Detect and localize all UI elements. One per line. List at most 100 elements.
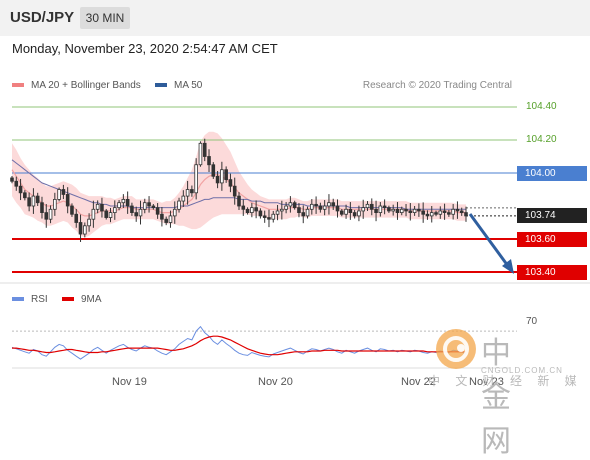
- rsi-ma-line: [12, 335, 466, 356]
- candle-body: [391, 208, 395, 212]
- candle-body: [31, 195, 36, 207]
- candle-body: [100, 203, 104, 212]
- candle-body: [434, 212, 438, 215]
- candle-body: [395, 208, 400, 214]
- rsi-line: [11, 325, 467, 360]
- candle-body: [211, 164, 216, 177]
- candle-body: [168, 215, 173, 223]
- candle-body: [314, 203, 318, 207]
- projection-arrowhead: [502, 259, 514, 274]
- candle-body: [121, 198, 126, 204]
- candle-body: [335, 205, 340, 212]
- candle-body: [339, 210, 344, 215]
- candle-body: [271, 213, 276, 220]
- candle-body: [164, 218, 168, 223]
- candle-body: [91, 208, 96, 220]
- candle-body: [378, 205, 383, 213]
- candle-body: [224, 169, 228, 180]
- candle-body: [83, 225, 87, 235]
- pair-title: USD/JPY: [10, 9, 75, 26]
- candle-body: [417, 208, 421, 212]
- candle-body: [258, 210, 263, 217]
- legend-label-rsi-ma: 9MA: [81, 294, 102, 305]
- candle-body: [44, 212, 49, 220]
- candle-body: [232, 185, 237, 197]
- candle-body: [215, 175, 220, 184]
- candle-body: [185, 189, 190, 197]
- candle-body: [459, 210, 464, 213]
- candle-body: [134, 212, 139, 217]
- candle-body: [245, 208, 250, 214]
- candle-body: [451, 208, 455, 215]
- candle-body: [412, 208, 417, 214]
- ma50-line: [11, 159, 466, 210]
- legend-swatch-ma50: [155, 83, 167, 88]
- candle-body: [61, 189, 66, 195]
- candle-body: [262, 215, 267, 218]
- candle-body: [442, 210, 447, 213]
- candle-body: [147, 202, 151, 207]
- candle-body: [267, 217, 271, 220]
- candle-body: [40, 202, 44, 213]
- candle-body: [387, 207, 391, 212]
- candle-body: [404, 208, 408, 212]
- candle-body: [369, 203, 374, 210]
- candle-body: [399, 208, 404, 214]
- timeframe-button[interactable]: 30 MIN: [80, 7, 130, 29]
- candle-body: [160, 213, 164, 220]
- candle-body: [202, 142, 207, 157]
- candle-body: [241, 205, 246, 210]
- candle-body: [464, 212, 468, 217]
- candle-body: [138, 208, 143, 217]
- legend-label-rsi: RSI: [31, 294, 48, 305]
- candle-body: [35, 195, 40, 204]
- rsi-level-label: 70: [526, 316, 538, 327]
- candle-body: [10, 177, 14, 182]
- price-tag-104-00: 104.00: [517, 166, 587, 181]
- ma20-line: [11, 169, 466, 217]
- candle-body: [425, 213, 430, 217]
- candle-body: [292, 202, 297, 209]
- candle-body: [18, 185, 23, 194]
- candle-body: [151, 205, 156, 209]
- candle-body: [228, 179, 233, 187]
- legend-rsi: RSI: [12, 294, 48, 305]
- candle-body: [438, 210, 443, 215]
- candle-body: [447, 212, 451, 215]
- candle-body: [53, 198, 57, 210]
- candle-body: [87, 218, 91, 227]
- candle-body: [288, 202, 293, 207]
- legend-ma20-bollinger: MA 20 + Bollinger Bands: [12, 80, 141, 91]
- candle-body: [284, 205, 288, 210]
- candle-body: [429, 212, 434, 217]
- watermark-brand: 中金网: [481, 337, 513, 458]
- x-tick-nov-23: Nov 23: [469, 376, 504, 388]
- candle-body: [14, 180, 19, 187]
- candle-body: [125, 198, 130, 207]
- legend-swatch-ma20: [12, 83, 24, 88]
- candle-body: [305, 208, 310, 217]
- x-tick-nov-22: Nov 22: [401, 376, 436, 388]
- price-tag-103-60: 103.60: [517, 232, 587, 247]
- candle-body: [455, 208, 460, 212]
- candle-body: [382, 205, 387, 209]
- watermark-subtitle: 中 文 财 经 新 媒 体: [428, 374, 590, 388]
- timestamp: Monday, November 23, 2020 2:54:47 AM CET: [12, 41, 278, 56]
- candle-body: [322, 205, 327, 210]
- watermark-logo: [436, 329, 476, 369]
- x-tick-nov-19: Nov 19: [112, 376, 147, 388]
- candle-body: [57, 189, 61, 200]
- candle-body: [194, 164, 198, 194]
- candle-body: [23, 192, 27, 199]
- candle-body: [112, 207, 117, 213]
- candle-body: [74, 213, 79, 223]
- candle-body: [297, 207, 301, 213]
- candle-body: [220, 169, 224, 184]
- candle-body: [408, 210, 413, 213]
- candle-body: [172, 208, 177, 217]
- candle-body: [78, 222, 83, 235]
- price-tag-103-40: 103.40: [517, 265, 587, 280]
- candle-body: [310, 203, 314, 210]
- candle-body: [331, 202, 336, 207]
- credit: Research © 2020 Trading Central: [362, 80, 512, 91]
